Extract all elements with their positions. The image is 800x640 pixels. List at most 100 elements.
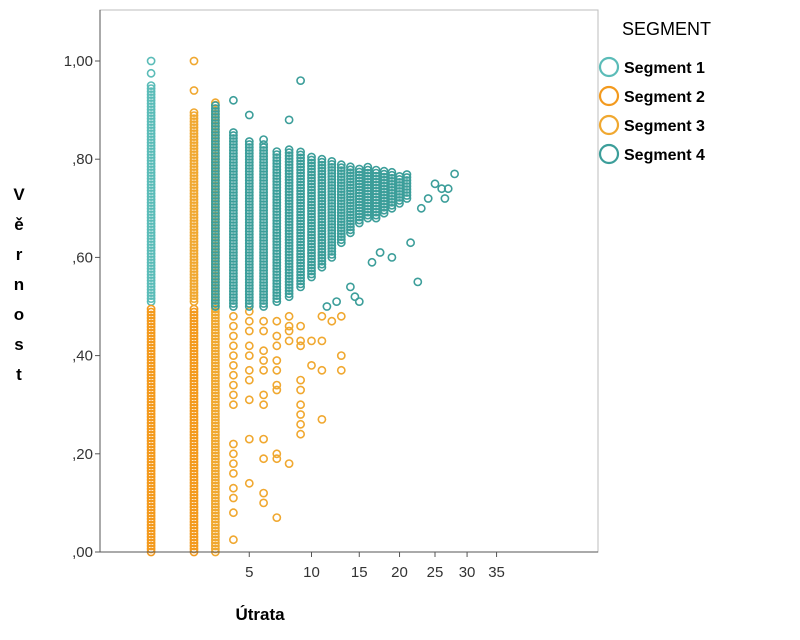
data-point-segment-4 bbox=[210, 191, 220, 200]
data-point-segment-4 bbox=[296, 201, 305, 211]
data-point-segment-4 bbox=[228, 155, 238, 164]
data-point-segment-3 bbox=[210, 316, 220, 326]
data-point-segment-3 bbox=[210, 496, 220, 506]
data-point-segment-3 bbox=[189, 120, 199, 129]
data-point-segment-4 bbox=[210, 122, 220, 131]
data-point-segment-4 bbox=[228, 242, 238, 251]
data-point-segment-4 bbox=[259, 230, 268, 239]
data-point-segment-4 bbox=[336, 172, 346, 182]
data-point-segment-4 bbox=[354, 206, 364, 216]
data-point-segment-2 bbox=[189, 466, 199, 476]
data-point-segment-2 bbox=[146, 523, 156, 533]
data-point-segment-4 bbox=[228, 134, 238, 143]
data-point-segment-3 bbox=[244, 316, 254, 326]
data-point-segment-4 bbox=[284, 184, 294, 194]
data-point-segment-3 bbox=[244, 395, 254, 405]
data-point-segment-3 bbox=[228, 370, 238, 380]
data-point-segment-4 bbox=[363, 201, 373, 211]
data-point-segment-4 bbox=[296, 213, 305, 223]
data-point-segment-4 bbox=[345, 168, 355, 178]
data-point-segment-4 bbox=[363, 171, 373, 181]
data-point-segment-4 bbox=[228, 194, 238, 203]
data-point-segment-3 bbox=[210, 469, 220, 479]
data-point-segment-4 bbox=[317, 175, 327, 185]
data-point-segment-3 bbox=[284, 321, 294, 331]
data-point-segment-4 bbox=[327, 174, 337, 184]
data-point-segment-2 bbox=[189, 451, 199, 461]
data-point-segment-4 bbox=[259, 170, 268, 179]
data-point-segment-4 bbox=[244, 158, 254, 167]
data-point-segment-4 bbox=[210, 251, 220, 260]
data-point-segment-4 bbox=[317, 250, 327, 260]
data-point-segment-3 bbox=[189, 216, 199, 225]
data-point-segment-2 bbox=[189, 433, 199, 443]
data-point-segment-3 bbox=[189, 228, 199, 237]
data-point-segment-4 bbox=[307, 257, 316, 267]
data-point-segment-4 bbox=[210, 170, 220, 179]
data-point-segment-4 bbox=[354, 164, 364, 174]
data-point-segment-4 bbox=[259, 260, 268, 269]
data-point-segment-4 bbox=[284, 181, 294, 191]
data-point-segment-4 bbox=[259, 185, 268, 194]
data-point-segment-4 bbox=[345, 213, 355, 223]
data-point-segment-4 bbox=[284, 205, 294, 215]
data-point-segment-4 bbox=[336, 160, 346, 170]
data-point-segment-4 bbox=[259, 293, 268, 302]
data-point-segment-3 bbox=[189, 273, 199, 282]
data-point-segment-3 bbox=[210, 418, 220, 428]
data-point-segment-2 bbox=[189, 511, 199, 521]
data-point-segment-4 bbox=[336, 223, 346, 233]
data-point-segment-4 bbox=[210, 227, 220, 236]
data-point-segment-4 bbox=[371, 192, 381, 202]
data-point-segment-4 bbox=[210, 131, 220, 140]
data-point-segment-4 bbox=[336, 187, 346, 197]
data-point-segment-4 bbox=[367, 257, 377, 267]
data-point-segment-4 bbox=[379, 208, 389, 218]
data-point-segment-4 bbox=[284, 235, 294, 245]
data-point-segment-4 bbox=[336, 193, 346, 203]
data-point-segment-1 bbox=[146, 219, 156, 228]
data-point-segment-4 bbox=[272, 228, 282, 237]
data-point-segment-3 bbox=[228, 439, 238, 449]
data-point-segment-2 bbox=[189, 430, 199, 440]
data-point-segment-4 bbox=[228, 167, 238, 176]
data-point-segment-3 bbox=[210, 484, 220, 494]
data-point-segment-4 bbox=[210, 200, 220, 209]
data-point-segment-4 bbox=[259, 287, 268, 296]
data-point-segment-4 bbox=[307, 203, 316, 213]
data-point-segment-4 bbox=[296, 174, 305, 184]
data-point-segment-4 bbox=[296, 252, 305, 262]
data-point-segment-4 bbox=[228, 236, 238, 245]
data-point-segment-1 bbox=[146, 68, 156, 78]
data-point-segment-3 bbox=[189, 129, 199, 138]
data-point-segment-4 bbox=[210, 263, 220, 272]
data-point-segment-4 bbox=[272, 180, 282, 189]
data-point-segment-3 bbox=[296, 336, 305, 346]
data-point-segment-4 bbox=[336, 196, 346, 206]
data-point-segment-4 bbox=[402, 194, 412, 203]
data-point-segment-4 bbox=[210, 260, 220, 269]
data-point-segment-4 bbox=[259, 179, 268, 188]
data-point-segment-4 bbox=[371, 186, 381, 196]
data-point-segment-4 bbox=[244, 206, 254, 215]
data-point-segment-4 bbox=[259, 251, 268, 260]
data-point-segment-4 bbox=[244, 179, 254, 188]
data-point-segment-3 bbox=[189, 207, 199, 216]
data-point-segment-1 bbox=[146, 159, 156, 168]
data-point-segment-1 bbox=[146, 291, 156, 300]
legend-label: Segment 1 bbox=[624, 60, 705, 77]
data-point-segment-4 bbox=[332, 297, 341, 306]
data-point-segment-4 bbox=[244, 269, 254, 278]
data-point-segment-4 bbox=[210, 293, 220, 302]
data-point-segment-4 bbox=[327, 204, 337, 214]
data-point-segment-4 bbox=[244, 152, 254, 161]
data-point-segment-4 bbox=[244, 296, 254, 305]
data-point-segment-2 bbox=[146, 496, 156, 506]
data-point-segment-4 bbox=[443, 184, 453, 194]
data-point-segment-4 bbox=[354, 185, 364, 195]
data-point-segment-4 bbox=[327, 168, 337, 178]
data-point-segment-4 bbox=[259, 209, 268, 218]
data-point-segment-4 bbox=[371, 183, 381, 193]
data-point-segment-4 bbox=[284, 241, 294, 251]
data-point-segment-3 bbox=[189, 111, 199, 120]
